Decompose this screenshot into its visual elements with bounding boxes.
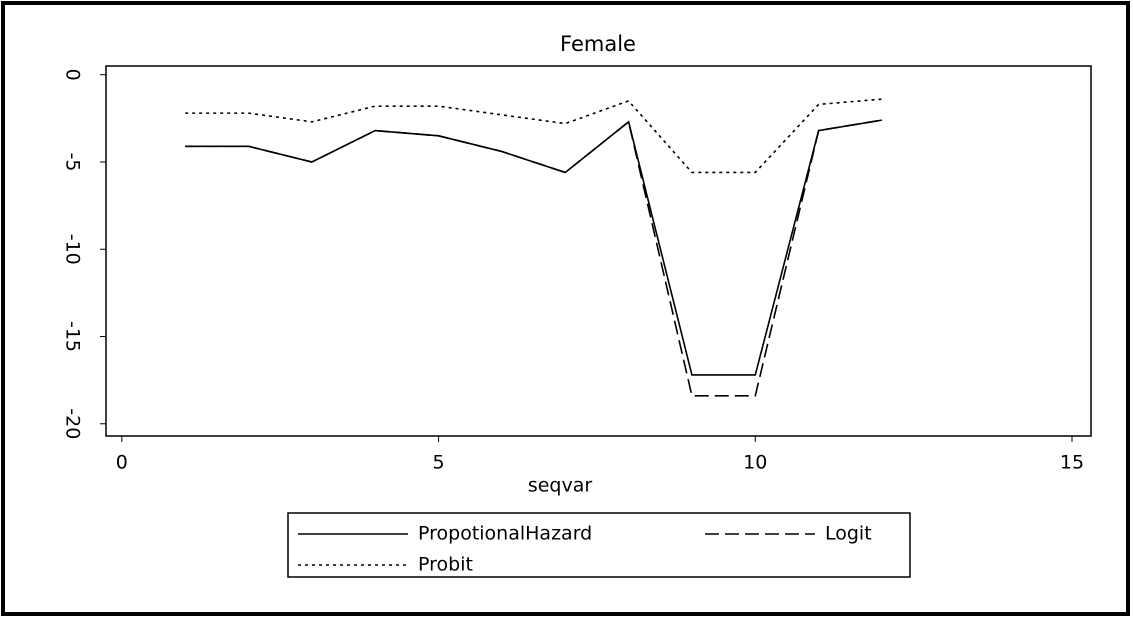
y-tick-label: -10 [62,234,84,265]
chart-title: Female [560,32,636,56]
series-line [185,98,883,174]
y-tick-label: -15 [62,321,84,352]
legend-label: Probit [418,554,473,576]
legend-box [287,512,911,578]
x-tick-label: 15 [1060,452,1084,474]
legend-label: Logit [825,523,872,545]
x-tick-label: 5 [433,452,445,474]
legend-label: PropotionalHazard [418,523,592,545]
x-axis-label: seqvar [528,475,593,497]
series-line [185,119,883,397]
x-tick-label: 0 [116,452,128,474]
y-tick-label: -20 [62,408,84,439]
y-tick-label: -5 [62,153,84,172]
x-tick-label: 10 [743,452,767,474]
plot-frame [105,65,1092,437]
y-tick-label: 0 [62,69,84,81]
